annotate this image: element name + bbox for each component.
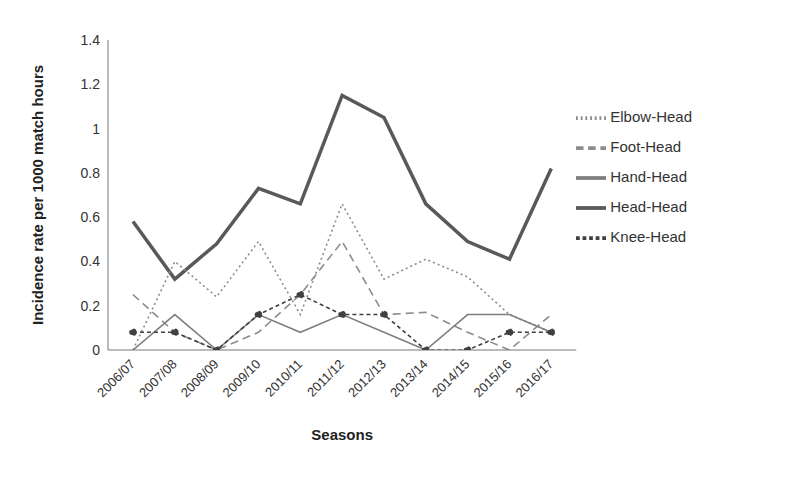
svg-text:0.4: 0.4 [81, 253, 101, 269]
svg-text:0.6: 0.6 [81, 209, 101, 225]
svg-text:2008/09: 2008/09 [178, 356, 222, 400]
svg-text:2010/11: 2010/11 [262, 356, 305, 399]
svg-text:Incidence rate per 1000 match: Incidence rate per 1000 match hours [29, 65, 46, 325]
svg-text:2011/12: 2011/12 [304, 356, 347, 399]
svg-text:2015/16: 2015/16 [471, 356, 515, 400]
svg-text:2014/15: 2014/15 [429, 356, 473, 400]
svg-text:0: 0 [92, 342, 100, 358]
svg-text:2007/08: 2007/08 [136, 356, 180, 400]
svg-text:0.8: 0.8 [81, 165, 101, 181]
svg-text:Seasons: Seasons [311, 426, 373, 443]
svg-text:2012/13: 2012/13 [345, 356, 389, 400]
svg-text:0.2: 0.2 [81, 298, 101, 314]
html-text:Hand-Head: Hand-Head [610, 168, 687, 185]
html-text:Knee-Head: Knee-Head [610, 228, 687, 245]
svg-text:2006/07: 2006/07 [94, 356, 138, 400]
svg-text:1.2: 1.2 [81, 76, 101, 92]
html-text:Elbow-Head: Elbow-Head [610, 108, 692, 125]
html-text:Foot-Head: Foot-Head [610, 138, 682, 155]
svg-text:2016/17: 2016/17 [512, 356, 556, 400]
svg-text:1.4: 1.4 [81, 32, 101, 48]
svg-text:2013/14: 2013/14 [387, 356, 431, 400]
svg-text:2009/10: 2009/10 [220, 356, 264, 400]
svg-text:1: 1 [92, 121, 100, 137]
html-text:Head-Head: Head-Head [610, 198, 687, 215]
